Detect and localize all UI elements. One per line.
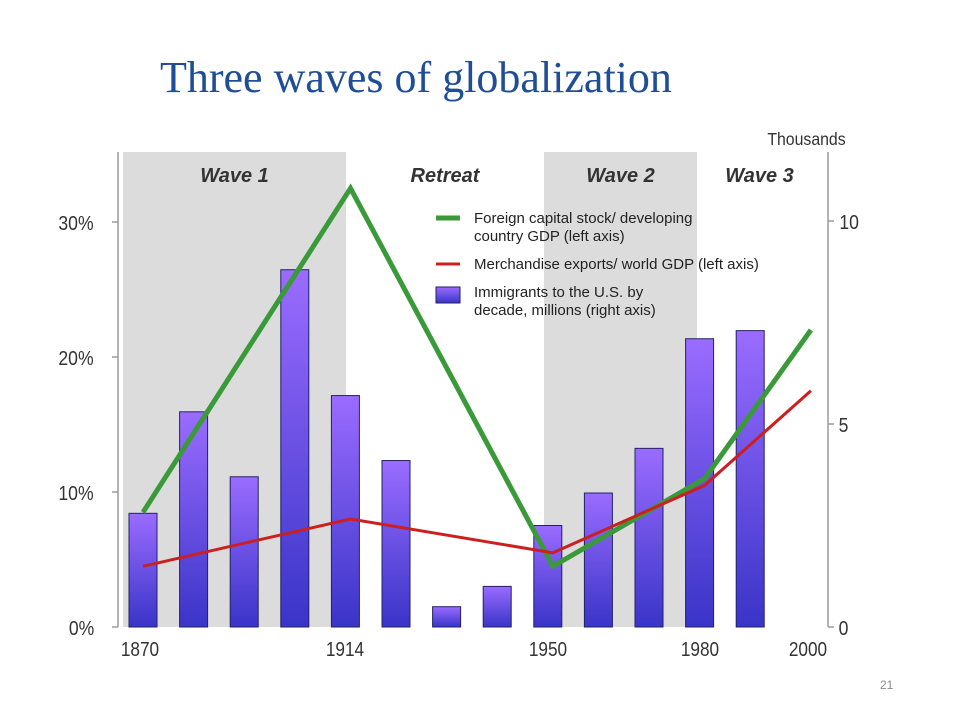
legend-label: Merchandise exports/ world GDP (left axi…: [474, 256, 759, 273]
immigrants-bar: [533, 525, 563, 628]
immigrants-bar: [128, 512, 158, 628]
band-label: Wave 2: [586, 165, 655, 187]
immigrants-bar: [280, 269, 310, 628]
left-tick-label: 30%: [58, 212, 93, 234]
legend-swatch-box: [435, 286, 461, 304]
band-label: Retreat: [411, 165, 481, 187]
x-tick-label: 1870: [121, 638, 159, 661]
x-tick-label: 1914: [326, 638, 364, 661]
band-label: Wave 3: [725, 165, 794, 187]
legend-label: Foreign capital stock/ developing country…: [474, 210, 692, 245]
x-tick-label: 1950: [529, 638, 567, 661]
right-tick-label: 0: [839, 617, 849, 639]
x-tick-label: 1980: [681, 638, 719, 661]
immigrants-bar: [482, 585, 512, 628]
slide-title: Three waves of globalization: [160, 53, 672, 102]
left-tick-label: 0%: [69, 617, 95, 639]
immigrants-bar: [583, 492, 613, 628]
left-tick-label: 20%: [58, 347, 93, 369]
page-number: 21: [880, 678, 894, 692]
foreign-capital-line: [140, 183, 813, 570]
band-shade-3: [544, 152, 697, 627]
immigrants-bar: [432, 606, 462, 628]
right-tick-label: 10: [839, 211, 859, 233]
immigrants-bar: [330, 395, 360, 628]
x-tick-label: 2000: [789, 638, 827, 661]
merchandise-exports-line: [142, 389, 812, 568]
legend-label: Immigrants to the U.S. by decade, million…: [474, 284, 656, 319]
band-label: Wave 1: [200, 165, 269, 187]
left-tick-label: 10%: [58, 482, 93, 504]
immigrants-bar: [735, 330, 765, 628]
right-tick-label: 5: [839, 414, 849, 436]
immigrants-bar: [634, 447, 664, 628]
immigrants-bar: [381, 460, 411, 628]
immigrants-bar: [229, 476, 259, 628]
right-axis-unit-label: Thousands: [767, 129, 845, 149]
